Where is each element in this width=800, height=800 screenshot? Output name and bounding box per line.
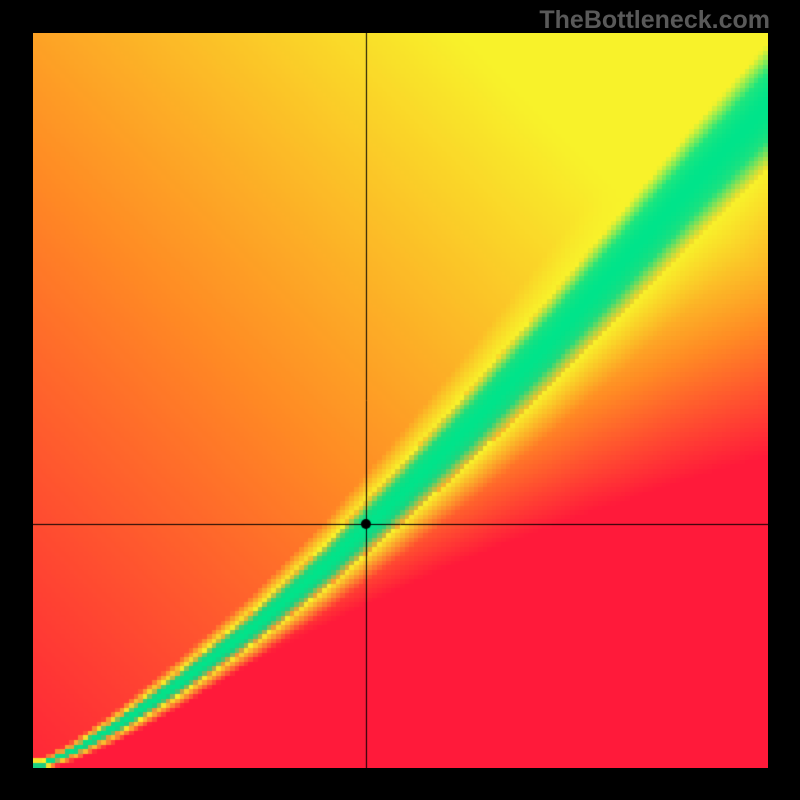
chart-container: TheBottleneck.com (0, 0, 800, 800)
bottleneck-heatmap (33, 33, 768, 768)
watermark-text: TheBottleneck.com (539, 6, 770, 35)
